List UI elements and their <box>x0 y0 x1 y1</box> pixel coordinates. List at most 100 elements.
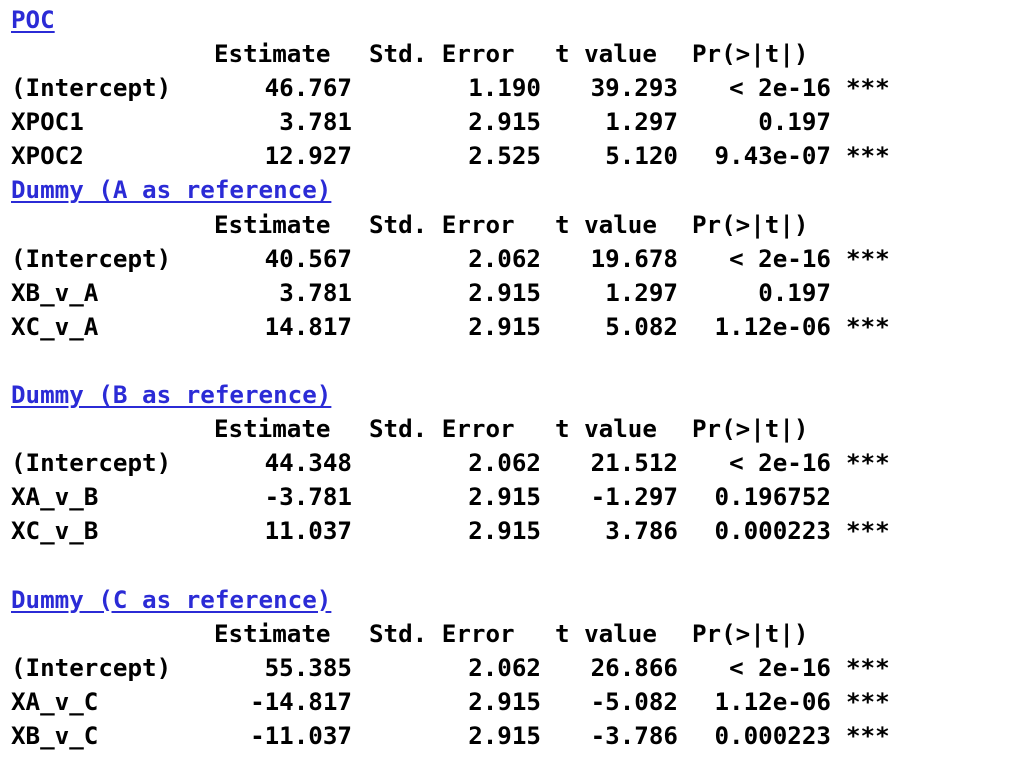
row-std-error: 2.525 <box>468 142 541 171</box>
header-std-error: Std. Error <box>369 40 515 69</box>
header-t-value: t value <box>555 40 657 69</box>
row-p-value: < 2e-16 <box>729 244 831 273</box>
row-term: (Intercept) <box>11 74 172 103</box>
row-term: XB_v_C <box>11 721 99 750</box>
header-p-value: Pr(>|t|) <box>692 40 809 69</box>
row-t-value: 1.297 <box>605 108 678 137</box>
row-estimate: -3.781 <box>264 483 352 512</box>
row-significance: *** <box>846 687 890 716</box>
row-significance: *** <box>846 74 890 103</box>
column-header-row: Estimate Std. Error t value Pr(>|t|) <box>11 412 1011 446</box>
row-t-value: 5.120 <box>605 142 678 171</box>
row-t-value: 39.293 <box>590 74 678 103</box>
row-estimate: 3.781 <box>279 108 352 137</box>
row-estimate: -14.817 <box>250 687 352 716</box>
row-p-value: < 2e-16 <box>729 74 831 103</box>
row-std-error: 2.062 <box>468 449 541 478</box>
row-estimate: 12.927 <box>264 142 352 171</box>
table-row: (Intercept) 40.567 2.062 19.678 < 2e-16 … <box>11 242 1011 276</box>
section-title[interactable]: Dummy (B as reference) <box>11 381 332 410</box>
row-term: XC_v_A <box>11 312 99 341</box>
row-significance: *** <box>846 244 890 273</box>
table-row: XPOC1 3.781 2.915 1.297 0.197 <box>11 105 1011 139</box>
table-row: XB_v_A 3.781 2.915 1.297 0.197 <box>11 276 1011 310</box>
row-t-value: 3.786 <box>605 517 678 546</box>
row-t-value: 5.082 <box>605 312 678 341</box>
section-title[interactable]: Dummy (C as reference) <box>11 585 332 614</box>
row-t-value: -5.082 <box>590 687 678 716</box>
row-p-value: < 2e-16 <box>729 653 831 682</box>
row-significance <box>831 480 906 514</box>
header-spacer <box>11 412 214 446</box>
row-significance: *** <box>846 449 890 478</box>
row-std-error: 2.062 <box>468 244 541 273</box>
section-dummy-a: Dummy (A as reference) Estimate Std. Err… <box>11 173 1011 343</box>
row-p-value: 1.12e-06 <box>714 687 832 716</box>
row-std-error: 2.915 <box>468 312 541 341</box>
row-std-error: 2.915 <box>468 517 541 546</box>
row-t-value: 19.678 <box>590 244 678 273</box>
row-significance <box>831 276 906 310</box>
header-t-value: t value <box>555 415 657 444</box>
table-row: (Intercept) 55.385 2.062 26.866 < 2e-16 … <box>11 651 1011 685</box>
row-significance: *** <box>846 721 890 750</box>
row-p-value: 0.196752 <box>714 483 832 512</box>
row-estimate: 3.781 <box>279 278 352 307</box>
table-row: XPOC2 12.927 2.525 5.120 9.43e-07 *** <box>11 139 1011 173</box>
row-p-value: 0.000223 <box>714 517 832 546</box>
row-estimate: 44.348 <box>264 449 352 478</box>
row-t-value: 26.866 <box>590 653 678 682</box>
row-term: (Intercept) <box>11 449 172 478</box>
row-estimate: 40.567 <box>264 244 352 273</box>
table-row: XA_v_C -14.817 2.915 -5.082 1.12e-06 *** <box>11 685 1011 719</box>
column-header-row: Estimate Std. Error t value Pr(>|t|) <box>11 208 1011 242</box>
section-poc: POC Estimate Std. Error t value Pr(>|t|)… <box>11 3 1011 173</box>
row-significance: *** <box>846 312 890 341</box>
row-significance: *** <box>846 653 890 682</box>
row-p-value: 0.197 <box>758 278 831 307</box>
column-header-row: Estimate Std. Error t value Pr(>|t|) <box>11 617 1011 651</box>
regression-output: POC Estimate Std. Error t value Pr(>|t|)… <box>11 3 1011 753</box>
row-t-value: -1.297 <box>590 483 678 512</box>
row-p-value: 1.12e-06 <box>714 312 832 341</box>
row-term: XPOC2 <box>11 142 84 171</box>
row-t-value: 1.297 <box>605 278 678 307</box>
column-header-row: Estimate Std. Error t value Pr(>|t|) <box>11 37 1011 71</box>
section-title[interactable]: POC <box>11 6 55 34</box>
row-std-error: 2.062 <box>468 653 541 682</box>
table-row: XC_v_A 14.817 2.915 5.082 1.12e-06 *** <box>11 310 1011 344</box>
table-row: XA_v_B -3.781 2.915 -1.297 0.196752 <box>11 480 1011 514</box>
row-estimate: 55.385 <box>264 653 352 682</box>
row-estimate: -11.037 <box>250 721 352 750</box>
row-p-value: 0.000223 <box>714 721 832 750</box>
row-term: XA_v_C <box>11 687 99 716</box>
header-spacer <box>11 37 214 71</box>
section-dummy-b: Dummy (B as reference) Estimate Std. Err… <box>11 378 1011 548</box>
table-row: XC_v_B 11.037 2.915 3.786 0.000223 *** <box>11 514 1011 548</box>
header-estimate: Estimate <box>214 210 331 239</box>
row-term: XA_v_B <box>11 483 99 512</box>
header-t-value: t value <box>555 210 657 239</box>
section-title[interactable]: Dummy (A as reference) <box>11 176 332 205</box>
row-std-error: 2.915 <box>468 278 541 307</box>
header-std-error: Std. Error <box>369 619 515 648</box>
row-term: (Intercept) <box>11 653 172 682</box>
table-row: XB_v_C -11.037 2.915 -3.786 0.000223 *** <box>11 719 1011 753</box>
header-spacer <box>11 617 214 651</box>
row-estimate: 14.817 <box>264 312 352 341</box>
row-significance <box>831 105 906 139</box>
row-term: XPOC1 <box>11 108 84 137</box>
header-estimate: Estimate <box>214 415 331 444</box>
header-estimate: Estimate <box>214 619 331 648</box>
table-row: (Intercept) 46.767 1.190 39.293 < 2e-16 … <box>11 71 1011 105</box>
row-estimate: 11.037 <box>264 517 352 546</box>
row-std-error: 2.915 <box>468 108 541 137</box>
row-significance: *** <box>846 142 890 171</box>
header-p-value: Pr(>|t|) <box>692 210 809 239</box>
row-p-value: 0.197 <box>758 108 831 137</box>
header-spacer <box>11 208 214 242</box>
header-std-error: Std. Error <box>369 415 515 444</box>
section-dummy-c: Dummy (C as reference) Estimate Std. Err… <box>11 583 1011 753</box>
row-std-error: 2.915 <box>468 483 541 512</box>
row-p-value: 9.43e-07 <box>714 142 832 171</box>
